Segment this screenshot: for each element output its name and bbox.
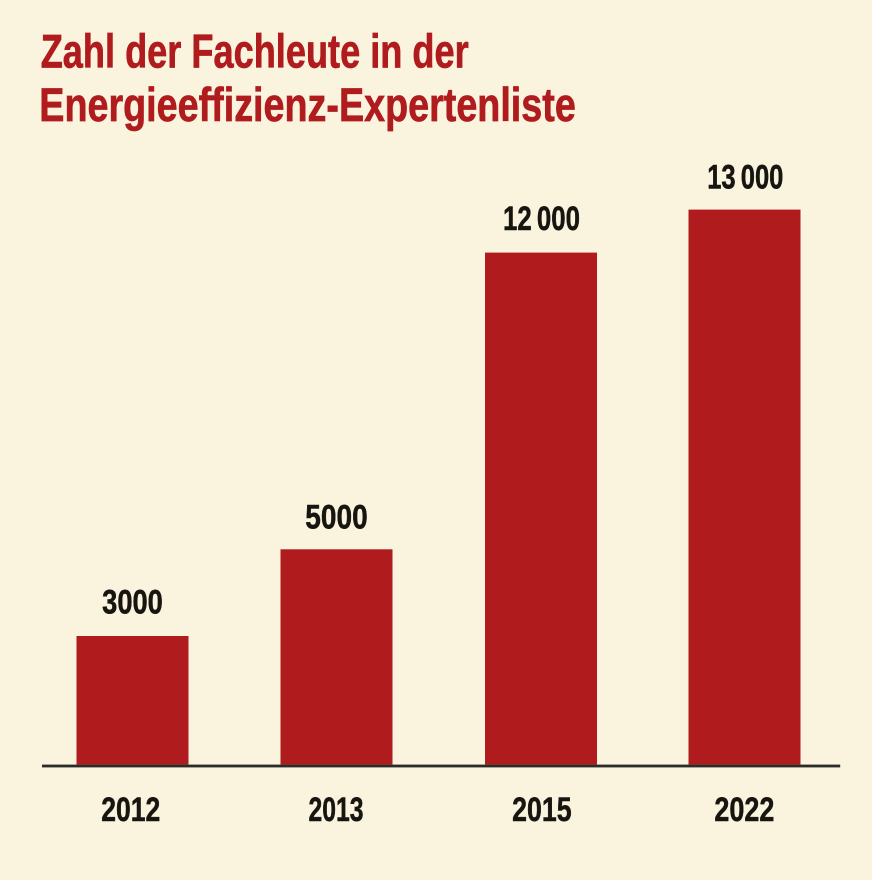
svg-text:13 000: 13 000 [707, 158, 783, 196]
svg-text:2015: 2015 [512, 791, 572, 829]
svg-text:2012: 2012 [101, 791, 160, 829]
svg-text:3000: 3000 [102, 584, 163, 622]
svg-text:2013: 2013 [309, 791, 364, 829]
svg-text:Zahl der Fachleute in der: Zahl der Fachleute in der [41, 25, 469, 78]
svg-text:2022: 2022 [714, 791, 774, 829]
svg-text:12 000: 12 000 [503, 200, 580, 238]
svg-text:Energieeffizienz-Expertenliste: Energieeffizienz-Expertenliste [39, 79, 576, 132]
svg-text:5000: 5000 [305, 499, 367, 537]
